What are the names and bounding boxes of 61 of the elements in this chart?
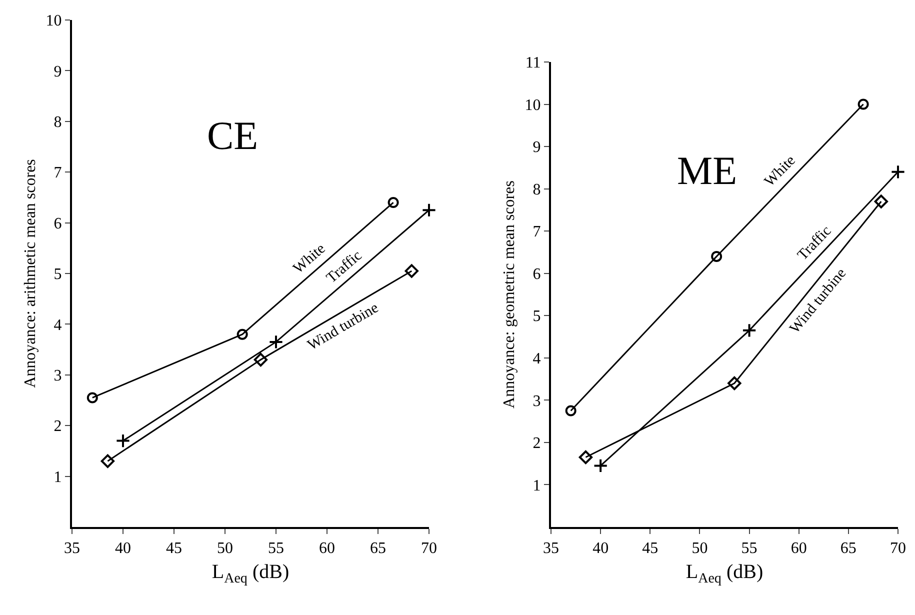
x-tick-label: 65 — [370, 540, 386, 558]
x-tick-label: 70 — [421, 540, 437, 558]
x-tick-label: 50 — [217, 540, 233, 558]
y-tick-label: 2 — [54, 418, 62, 436]
point — [422, 202, 436, 218]
x-tick-label: 35 — [543, 540, 559, 558]
x-axis-title: L$_{Aeq}$ (dB) — [686, 561, 764, 586]
x-tick-label: 55 — [741, 540, 758, 558]
point — [858, 98, 869, 110]
point — [728, 376, 742, 390]
point — [254, 352, 268, 367]
y-tick-label: 7 — [54, 164, 62, 182]
point — [578, 450, 593, 464]
y-tick-label: 1 — [532, 477, 541, 494]
point — [874, 194, 888, 208]
y-tick-label: 11 — [525, 54, 541, 72]
point — [100, 454, 115, 468]
text: CE — [207, 113, 258, 158]
y-tick-label: 9 — [532, 139, 541, 156]
y-tick-label: 6 — [532, 266, 541, 283]
x-tick-label: 55 — [268, 540, 284, 558]
y-axis-title: Annoyance: geometric mean scores — [501, 180, 518, 408]
point — [86, 392, 98, 404]
y-tick-label: 6 — [54, 215, 62, 232]
y-tick-label: 1 — [54, 468, 62, 486]
x-tick-label: 60 — [790, 540, 807, 558]
x-tick-label: 40 — [592, 540, 609, 558]
y-tick-label: 5 — [532, 308, 541, 326]
point — [268, 334, 284, 350]
x-tick-label: 70 — [890, 540, 906, 558]
point — [404, 264, 419, 278]
x-tick-label: 60 — [319, 540, 335, 558]
y-tick-label: 10 — [46, 12, 62, 30]
y-tick-label: 4 — [54, 316, 62, 334]
y-tick-label: 3 — [532, 392, 541, 410]
y-tick-label: 8 — [54, 114, 62, 131]
x-tick-label: 45 — [642, 540, 658, 558]
x-tick-label: 65 — [840, 540, 856, 558]
y-tick-label: 9 — [54, 63, 62, 80]
x-tick-label: 40 — [115, 540, 131, 558]
x-tick-label: 35 — [64, 540, 80, 558]
y-tick-label: 2 — [532, 435, 541, 452]
x-axis-title: L$_{Aeq}$ (dB) — [212, 561, 290, 586]
text: ME — [677, 148, 737, 193]
point — [890, 164, 906, 180]
x-tick-label: 50 — [692, 540, 708, 558]
point — [742, 323, 757, 338]
x-tick-label: 45 — [166, 540, 182, 558]
point — [388, 197, 399, 208]
y-tick-label: 5 — [54, 266, 62, 284]
point — [711, 250, 722, 262]
point — [236, 328, 248, 340]
point — [593, 458, 608, 473]
y-tick-label: 8 — [532, 181, 541, 198]
point — [565, 405, 576, 416]
y-axis-title: Annoyance: arithmetic mean scores — [22, 159, 40, 388]
point — [116, 434, 130, 448]
y-tick-label: 7 — [532, 224, 541, 241]
y-tick-label: 4 — [532, 350, 541, 368]
y-tick-label: 10 — [524, 96, 541, 114]
y-tick-label: 3 — [54, 368, 62, 384]
